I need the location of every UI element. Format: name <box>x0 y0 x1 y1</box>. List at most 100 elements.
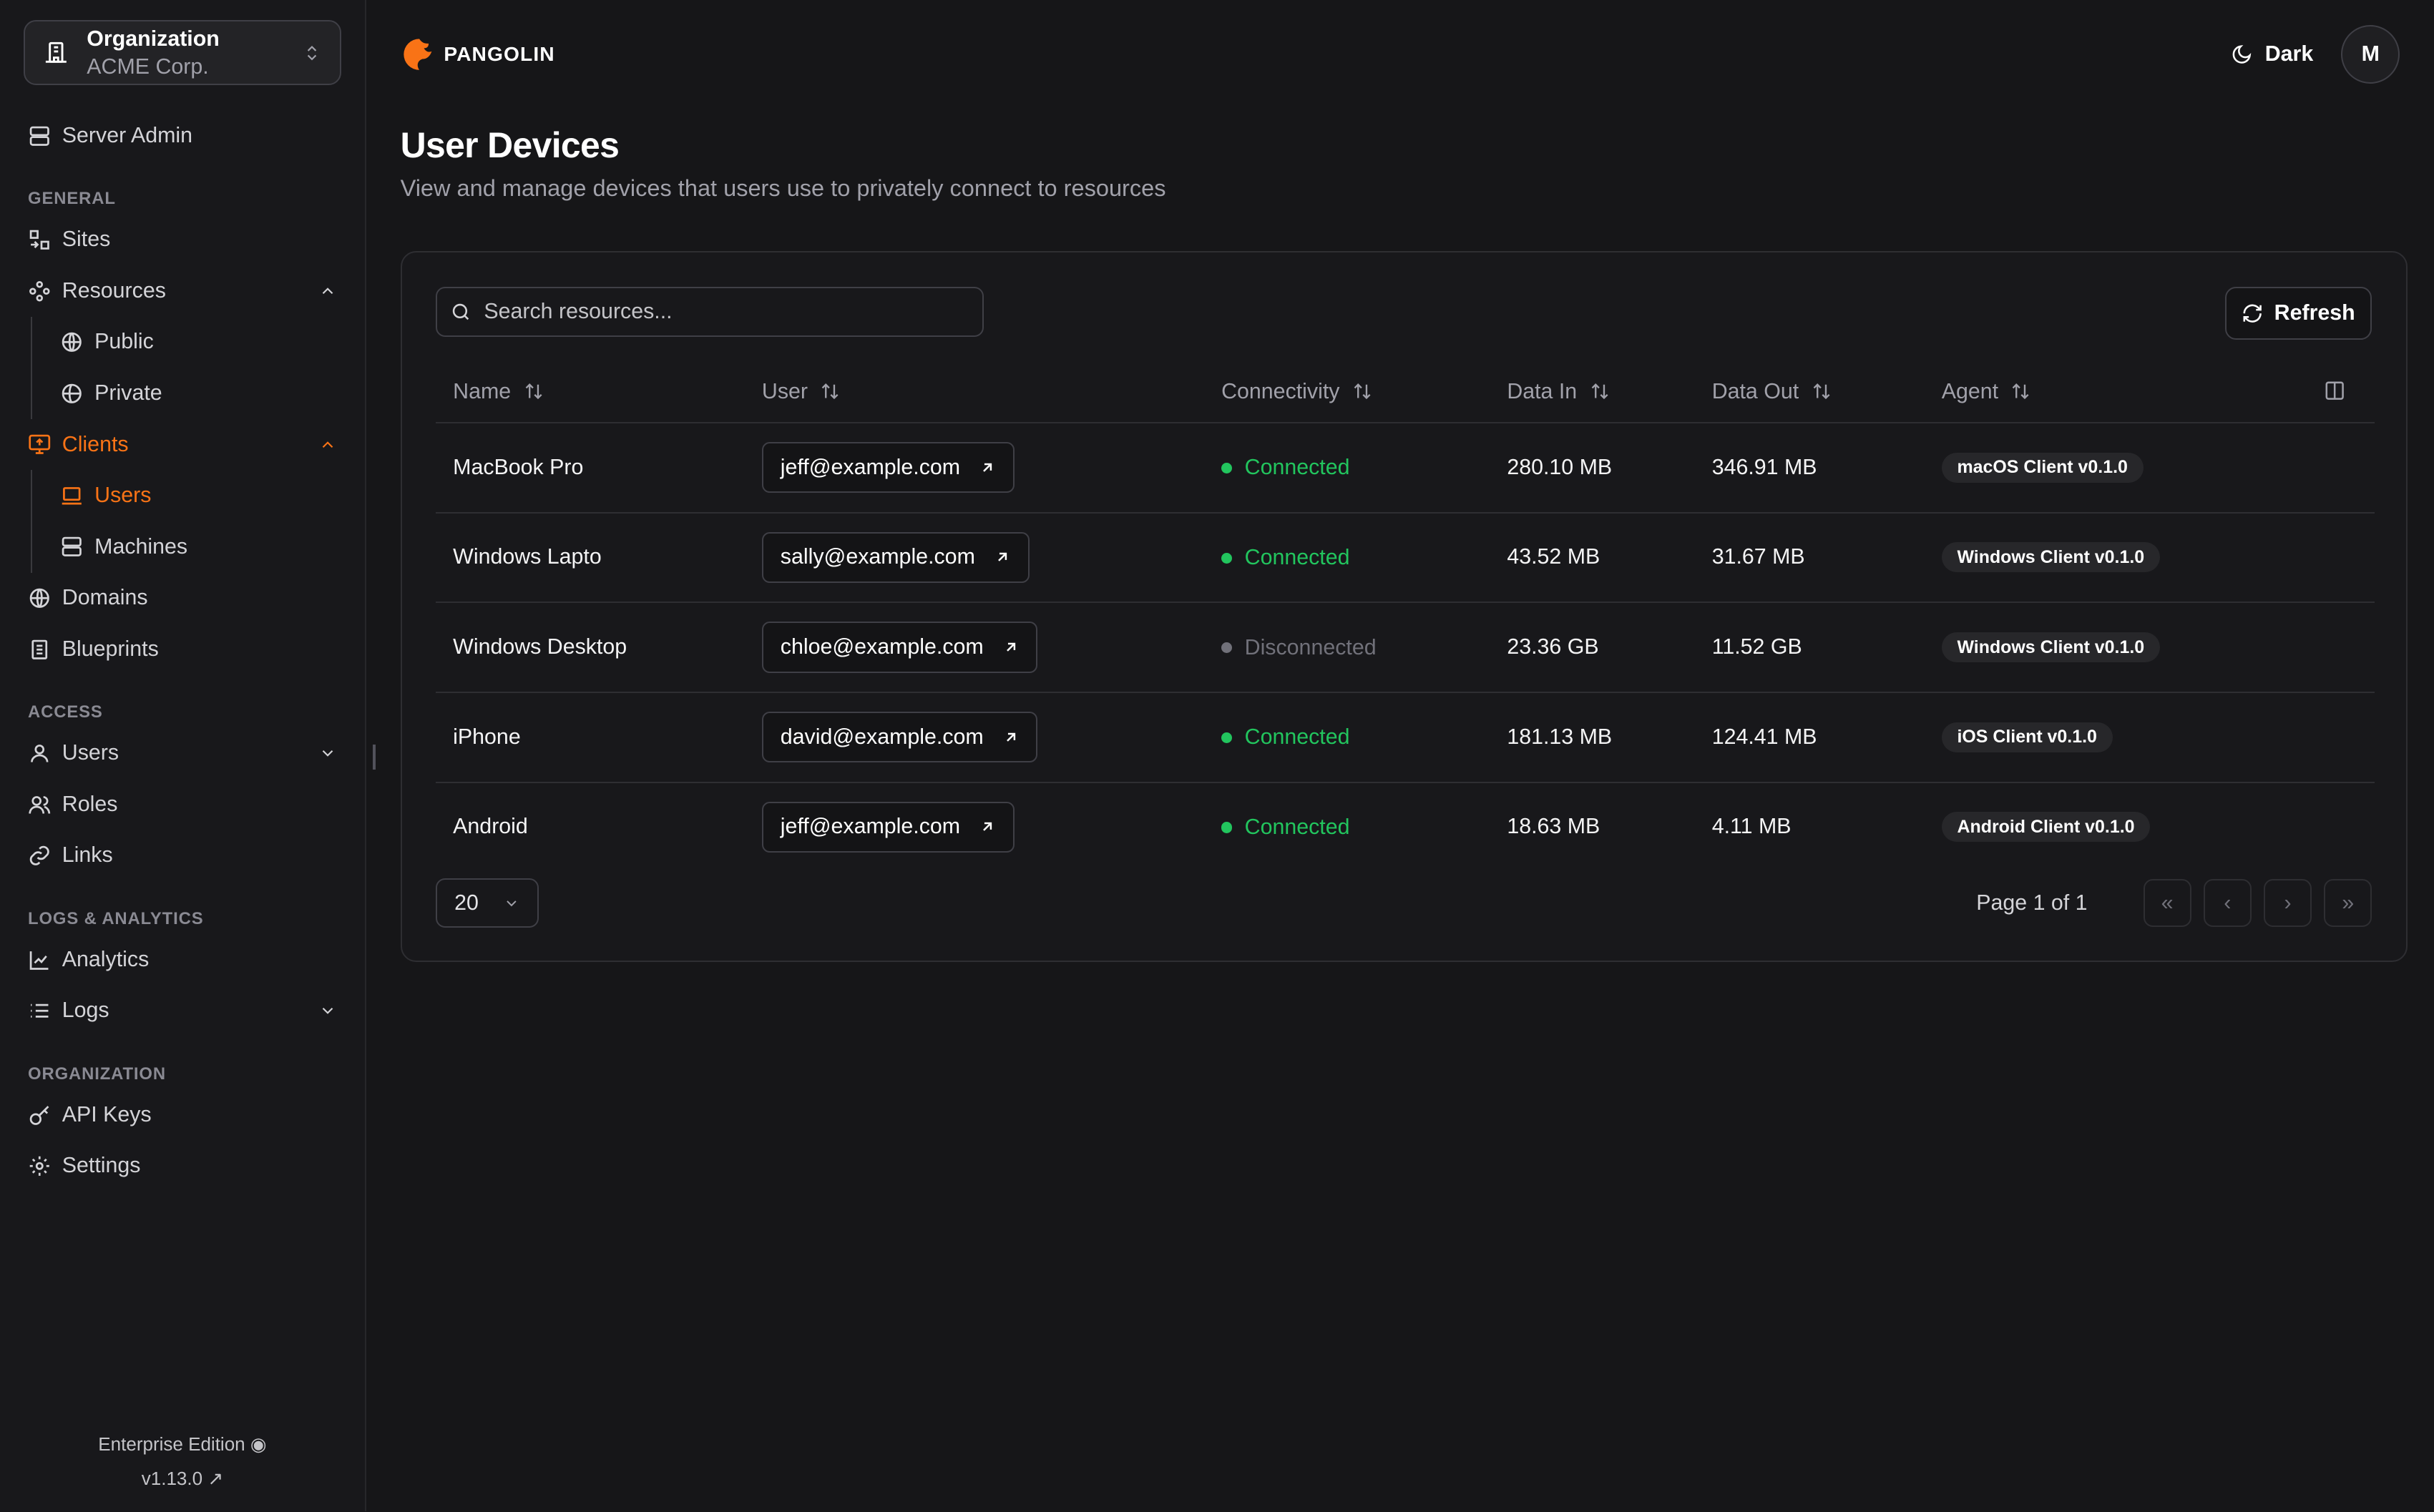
device-name: Windows Lapto <box>436 512 746 604</box>
building-icon <box>45 42 67 64</box>
search-input[interactable] <box>481 298 953 326</box>
globe-lock-icon <box>62 383 82 403</box>
sidebar-item-machines[interactable]: Machines <box>32 521 364 573</box>
device-name: MacBook Pro <box>436 422 746 514</box>
prev-page-button[interactable]: ‹ <box>2203 879 2252 928</box>
pagination: 20 Page 1 of 1 « ‹ › » <box>436 877 2372 930</box>
agent-badge: macOS Client v0.1.0 <box>1941 452 2144 483</box>
external-link-icon: ↗ <box>207 1467 224 1489</box>
edition-link[interactable]: Enterprise Edition ◉ <box>0 1428 365 1462</box>
chevrons-left-icon: « <box>2161 890 2174 915</box>
org-name: ACME Corp. <box>87 54 209 79</box>
arrow-up-right-icon <box>1006 642 1015 652</box>
sidebar-item-links[interactable]: Links <box>0 830 365 882</box>
theme-toggle[interactable]: Dark <box>2231 42 2313 67</box>
org-switcher[interactable]: Organization ACME Corp. <box>23 20 342 86</box>
sidebar-item-server-admin[interactable]: Server Admin <box>0 110 365 162</box>
key-icon <box>29 1105 49 1125</box>
sidebar-item-clients[interactable]: Clients <box>0 419 365 471</box>
sort-icon <box>525 383 542 399</box>
label: Public <box>94 330 154 354</box>
user-link-button[interactable]: sally@example.com <box>761 531 1030 584</box>
column-header[interactable]: Name <box>436 361 746 423</box>
search-field[interactable] <box>436 287 984 337</box>
last-page-button[interactable]: » <box>2324 879 2372 928</box>
sidebar-item-api-keys[interactable]: API Keys <box>0 1089 365 1141</box>
sidebar-item-logs[interactable]: Logs <box>0 986 365 1037</box>
user-link-button[interactable]: jeff@example.com <box>761 442 1015 494</box>
data-out: 4.11 MB <box>1711 815 1792 839</box>
refresh-button[interactable]: Refresh <box>2224 287 2372 340</box>
table-row[interactable]: Windows Lapto sally@example.com Connected 4… <box>436 512 2375 604</box>
moon-icon <box>2232 44 2252 64</box>
agent-badge: Windows Client v0.1.0 <box>1941 542 2160 573</box>
sidebar-item-roles[interactable]: Roles <box>0 779 365 830</box>
sidebar-item-access-users[interactable]: Users <box>0 728 365 780</box>
version-link[interactable]: v1.13.0 ↗ <box>0 1462 365 1496</box>
column-header[interactable]: Data Out <box>1694 361 1925 423</box>
device-name: Android <box>453 815 528 839</box>
label: Private <box>94 381 162 405</box>
status-text: Connected <box>1244 546 1350 570</box>
table-row[interactable]: iPhone david@example.com Connected 181.13 M… <box>436 692 2375 783</box>
agent-badge: Windows Client v0.1.0 <box>1941 632 2160 663</box>
column-label: Name <box>453 379 512 403</box>
label: Roles <box>62 792 118 816</box>
agent-cell: Android Client v0.1.0 <box>1925 782 2375 872</box>
data-out: 31.67 MB <box>1694 512 1925 604</box>
section-logs: LOGS & ANALYTICS <box>28 908 204 928</box>
column-header[interactable]: Connectivity <box>1204 361 1490 423</box>
connectivity-cell: Connected <box>1204 422 1490 514</box>
sort-icon <box>822 383 839 399</box>
table-row[interactable]: Windows Desktop chloe@example.com Disconne… <box>436 602 2375 693</box>
sidebar-item-public[interactable]: Public <box>32 317 364 368</box>
first-page-button[interactable]: « <box>2143 879 2191 928</box>
refresh-label: Refresh <box>2274 300 2355 325</box>
user-link-button[interactable]: jeff@example.com <box>761 801 1015 853</box>
avatar[interactable]: M <box>2341 24 2400 84</box>
server-icon <box>29 126 49 146</box>
chevrons-up-down-icon <box>308 45 317 60</box>
brand-logo[interactable]: PANGOLIN <box>401 36 555 73</box>
sidebar-item-private[interactable]: Private <box>32 368 364 419</box>
table-row[interactable]: MacBook Pro jeff@example.com Connected 280.… <box>436 422 2375 514</box>
sidebar-item-settings[interactable]: Settings <box>0 1141 365 1192</box>
refresh-icon <box>2243 304 2262 323</box>
label: Users <box>94 483 152 508</box>
next-page-button[interactable]: › <box>2264 879 2312 928</box>
label: Settings <box>62 1154 141 1178</box>
column-header[interactable]: Data In <box>1490 361 1695 423</box>
label: Analytics <box>62 947 150 971</box>
status-dot <box>1221 642 1233 654</box>
user-link-button[interactable]: david@example.com <box>761 712 1038 763</box>
sites-icon <box>29 230 49 250</box>
page-size-select[interactable]: 20 <box>436 878 539 928</box>
page-description: View and manage devices that users use t… <box>400 175 1166 201</box>
column-label: Connectivity <box>1221 379 1340 403</box>
connectivity-cell: Connected <box>1204 512 1490 604</box>
user-link-button[interactable]: chloe@example.com <box>761 622 1038 673</box>
label: Links <box>62 843 113 868</box>
sidebar-item-resources[interactable]: Resources <box>0 265 365 317</box>
page-size-value: 20 <box>454 890 479 915</box>
sidebar-item-analytics[interactable]: Analytics <box>0 934 365 986</box>
column-label: User <box>761 379 808 403</box>
table-row[interactable]: Android jeff@example.com Connected 18.63 MB… <box>436 782 2375 872</box>
connectivity-cell: Connected <box>1204 782 1490 872</box>
label: Machines <box>94 534 188 559</box>
workflow-icon <box>29 280 50 302</box>
status-text: Connected <box>1244 725 1350 750</box>
sidebar-resize-handle[interactable] <box>372 745 376 770</box>
sidebar-item-blueprints[interactable]: Blueprints <box>0 624 365 675</box>
sidebar-item-sites[interactable]: Sites <box>0 214 365 265</box>
sidebar-item-users[interactable]: Users <box>32 470 364 521</box>
label: Users <box>62 741 119 765</box>
section-access: ACCESS <box>28 702 103 722</box>
column-header[interactable]: Agent <box>1924 361 2375 423</box>
agent-cell: Windows Client v0.1.0 <box>1924 602 2375 693</box>
label: Server Admin <box>62 123 192 147</box>
sidebar-item-domains[interactable]: Domains <box>0 573 365 624</box>
columns-icon[interactable] <box>2324 380 2345 401</box>
page-title: User Devices <box>400 124 620 165</box>
column-header[interactable]: User <box>745 361 1205 423</box>
